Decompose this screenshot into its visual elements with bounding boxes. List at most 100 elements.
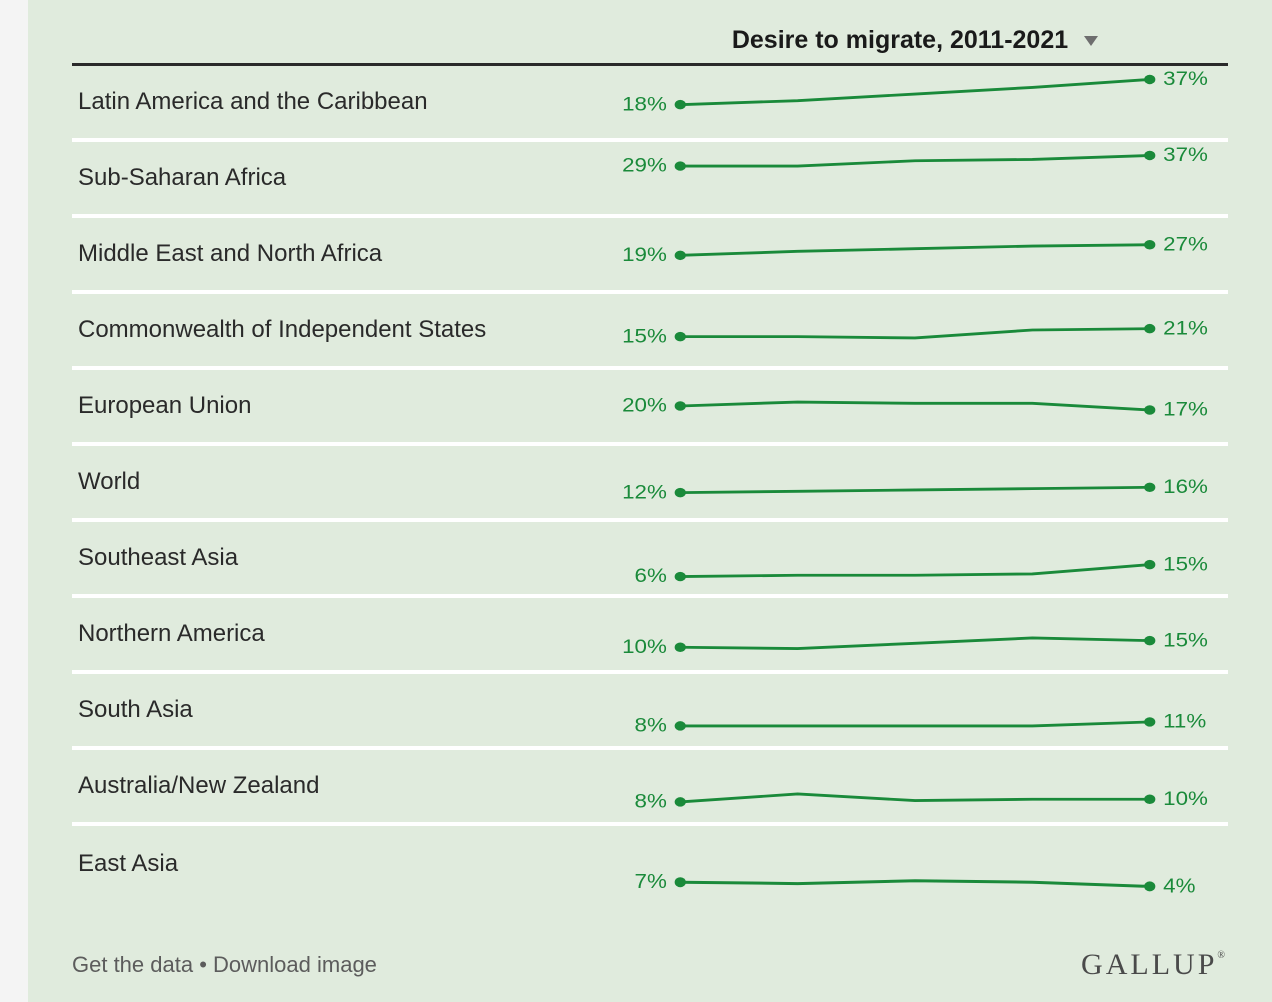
sparkline-cell: 15% 21%	[602, 294, 1228, 366]
first-value-label: 7%	[635, 871, 667, 893]
table-row: Australia/New Zealand 8% 10%	[72, 750, 1228, 826]
last-value-label: 10%	[1163, 788, 1208, 809]
table-row: Sub-Saharan Africa 29% 37%	[72, 142, 1228, 218]
row-label: East Asia	[72, 826, 602, 902]
last-value-label: 15%	[1163, 554, 1208, 575]
last-value-label: 21%	[1163, 318, 1208, 339]
footer: Get the data • Download image GALLUP®	[72, 948, 1228, 982]
last-point	[1144, 75, 1155, 84]
last-point	[1144, 483, 1155, 492]
separator: •	[199, 952, 207, 977]
sparkline-cell: 29% 37%	[602, 142, 1228, 214]
first-point	[675, 572, 686, 581]
sparkline-cell: 10% 15%	[602, 598, 1228, 670]
first-point	[675, 797, 686, 806]
first-point	[675, 488, 686, 497]
sparkline-cell: 8% 10%	[602, 750, 1228, 822]
footer-links: Get the data • Download image	[72, 952, 377, 978]
first-value-label: 15%	[622, 326, 667, 347]
last-point	[1144, 881, 1155, 891]
sparkline-path	[680, 245, 1150, 256]
sparkline-path	[680, 794, 1150, 802]
last-point	[1144, 636, 1155, 645]
last-value-label: 27%	[1163, 234, 1208, 255]
row-label: European Union	[72, 370, 602, 442]
brand-logo: GALLUP®	[1081, 948, 1228, 982]
last-value-label: 37%	[1163, 145, 1208, 166]
sparkline-path	[680, 79, 1150, 104]
table-row: Southeast Asia 6% 15%	[72, 522, 1228, 598]
last-point	[1144, 717, 1155, 726]
row-label: Middle East and North Africa	[72, 218, 602, 290]
sparkline-path	[680, 881, 1150, 887]
row-label: South Asia	[72, 674, 602, 746]
table-row: World 12% 16%	[72, 446, 1228, 522]
sparkline-cell: 6% 15%	[602, 522, 1228, 594]
last-value-label: 15%	[1163, 630, 1208, 651]
table-row: Commonwealth of Independent States 15% 2…	[72, 294, 1228, 370]
last-point	[1144, 560, 1155, 569]
chart-title-sort[interactable]: Desire to migrate, 2011-2021	[602, 26, 1228, 55]
last-point	[1144, 324, 1155, 333]
header-row: Desire to migrate, 2011-2021	[72, 26, 1228, 66]
download-image-link[interactable]: Download image	[213, 952, 377, 977]
row-label: Latin America and the Caribbean	[72, 66, 602, 138]
table-row: Northern America 10% 15%	[72, 598, 1228, 674]
last-value-label: 37%	[1163, 69, 1208, 90]
first-point	[675, 877, 686, 887]
row-label: Southeast Asia	[72, 522, 602, 594]
sort-desc-icon	[1084, 36, 1098, 46]
sparkline-cell: 7% 4%	[602, 826, 1228, 902]
last-point	[1144, 405, 1155, 414]
row-label: World	[72, 446, 602, 518]
row-label: Commonwealth of Independent States	[72, 294, 602, 366]
get-data-link[interactable]: Get the data	[72, 952, 193, 977]
last-value-label: 16%	[1163, 477, 1208, 498]
last-point	[1144, 240, 1155, 249]
first-point	[675, 100, 686, 109]
first-point	[675, 332, 686, 341]
sparkline-path	[680, 722, 1150, 726]
row-label: Northern America	[72, 598, 602, 670]
first-value-label: 20%	[622, 395, 667, 416]
chart-title: Desire to migrate, 2011-2021	[732, 26, 1068, 55]
last-value-label: 11%	[1163, 711, 1206, 732]
first-value-label: 18%	[622, 94, 667, 115]
first-value-label: 8%	[635, 715, 667, 736]
first-value-label: 10%	[622, 636, 667, 657]
sparkline-path	[680, 402, 1150, 410]
sparkline-cell: 18% 37%	[602, 66, 1228, 138]
sparkline-cell: 19% 27%	[602, 218, 1228, 290]
last-point	[1144, 151, 1155, 160]
last-value-label: 17%	[1163, 399, 1208, 420]
table-row: East Asia 7% 4%	[72, 826, 1228, 902]
first-value-label: 19%	[622, 245, 667, 266]
sparkline-path	[680, 487, 1150, 492]
first-point	[675, 721, 686, 730]
first-point	[675, 161, 686, 170]
sparkline-path	[680, 565, 1150, 577]
sparkline-cell: 20% 17%	[602, 370, 1228, 442]
row-label: Australia/New Zealand	[72, 750, 602, 822]
sparkline-cell: 12% 16%	[602, 446, 1228, 518]
last-point	[1144, 795, 1155, 804]
last-value-label: 4%	[1163, 875, 1195, 897]
first-value-label: 29%	[622, 155, 667, 176]
sparkline-cell: 8% 11%	[602, 674, 1228, 746]
row-label: Sub-Saharan Africa	[72, 142, 602, 214]
sparkline-path	[680, 329, 1150, 338]
first-point	[675, 643, 686, 652]
first-value-label: 12%	[622, 482, 667, 503]
table-row: European Union 20% 17%	[72, 370, 1228, 446]
first-point	[675, 251, 686, 260]
first-point	[675, 401, 686, 410]
first-value-label: 6%	[635, 566, 667, 587]
sparkline-path	[680, 638, 1150, 649]
first-value-label: 8%	[635, 791, 667, 812]
chart-container: Desire to migrate, 2011-2021 Latin Ameri…	[28, 0, 1272, 1002]
rows: Latin America and the Caribbean 18% 37% …	[72, 66, 1228, 902]
table-row: Latin America and the Caribbean 18% 37%	[72, 66, 1228, 142]
sparkline-path	[680, 155, 1150, 166]
table-row: Middle East and North Africa 19% 27%	[72, 218, 1228, 294]
table-row: South Asia 8% 11%	[72, 674, 1228, 750]
